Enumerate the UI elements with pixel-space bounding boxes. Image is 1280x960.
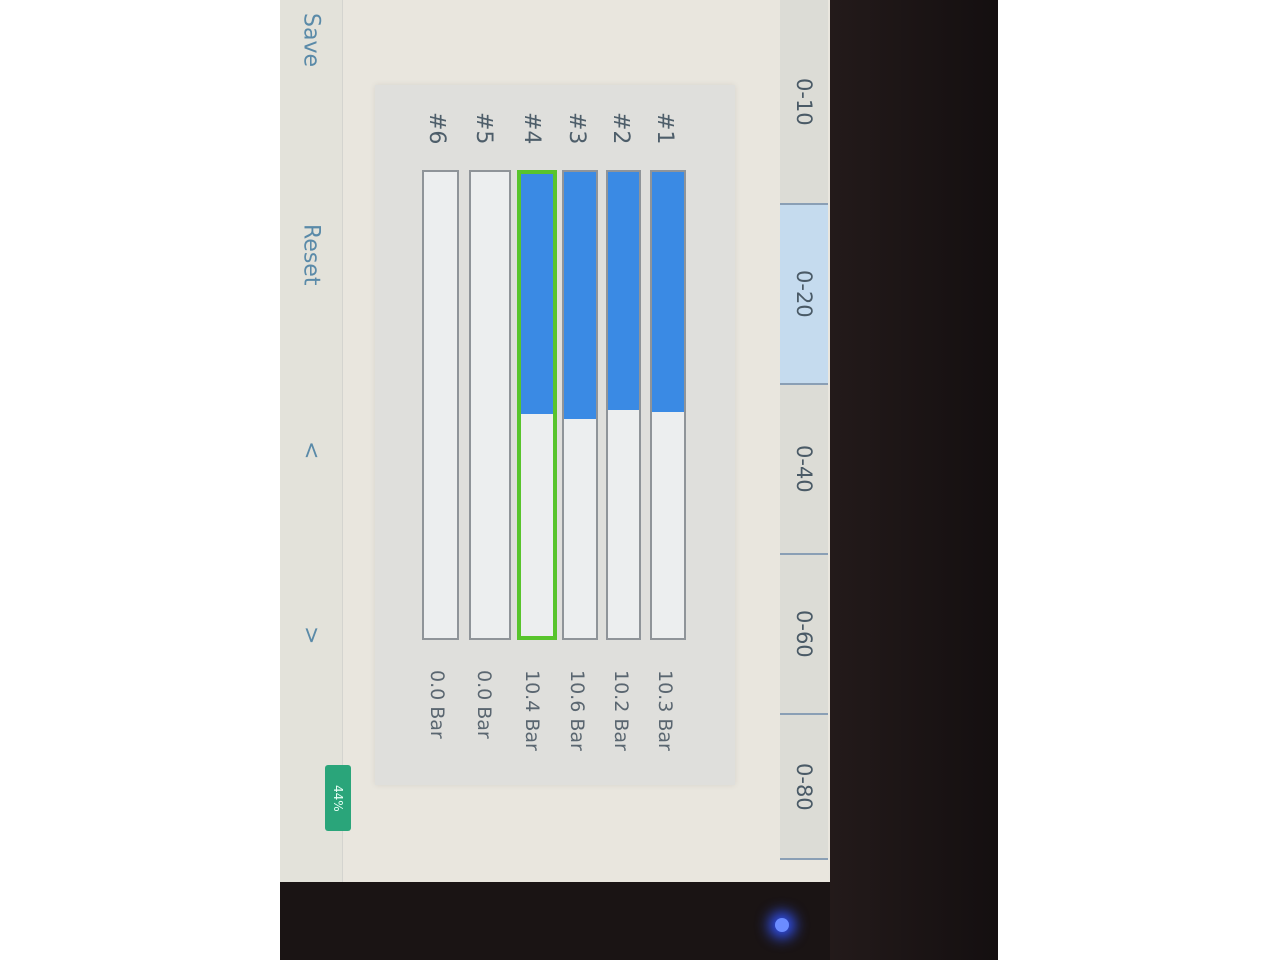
- channel-label: #3: [564, 112, 589, 145]
- range-tab-0-60[interactable]: 0-60: [780, 555, 828, 715]
- channel-value: 10.2 Bar: [610, 670, 632, 751]
- channel-bar-fill: [564, 172, 596, 419]
- range-tabs: [780, 0, 828, 860]
- left-toolbar: [280, 0, 343, 882]
- channel-bar-fill: [521, 174, 553, 415]
- range-tab-0-10[interactable]: 0-10: [780, 0, 828, 205]
- channel-bar[interactable]: [562, 170, 598, 640]
- range-tab-0-40[interactable]: 0-40: [780, 385, 828, 555]
- channel-label: #4: [519, 112, 544, 145]
- channel-bar[interactable]: [517, 170, 557, 640]
- channel-bar-fill: [652, 172, 684, 412]
- channel-label: #1: [652, 112, 677, 145]
- channel-label: #6: [424, 112, 449, 145]
- prev-button[interactable]: <: [298, 440, 324, 460]
- channel-value: 10.6 Bar: [566, 670, 588, 751]
- channel-value: 10.4 Bar: [521, 670, 543, 751]
- power-led: [775, 918, 789, 932]
- channel-bar-fill: [608, 172, 639, 410]
- channel-bar[interactable]: [469, 170, 511, 640]
- range-tab-0-20[interactable]: 0-20: [780, 205, 828, 385]
- channel-label: #2: [608, 112, 633, 145]
- save-button[interactable]: Save: [298, 12, 324, 67]
- device-bezel: [830, 0, 998, 960]
- reset-button[interactable]: Reset: [298, 224, 324, 286]
- channel-label: #5: [471, 112, 496, 145]
- channel-bar[interactable]: [650, 170, 686, 640]
- range-tab-0-80[interactable]: 0-80: [780, 715, 828, 860]
- channel-value: 10.3 Bar: [654, 670, 676, 751]
- channel-value: 0.0 Bar: [473, 670, 495, 739]
- channel-bar[interactable]: [606, 170, 641, 640]
- channel-value: 0.0 Bar: [426, 670, 448, 739]
- channel-bar[interactable]: [422, 170, 459, 640]
- next-button[interactable]: >: [298, 625, 324, 645]
- battery-badge: 44%: [325, 765, 351, 831]
